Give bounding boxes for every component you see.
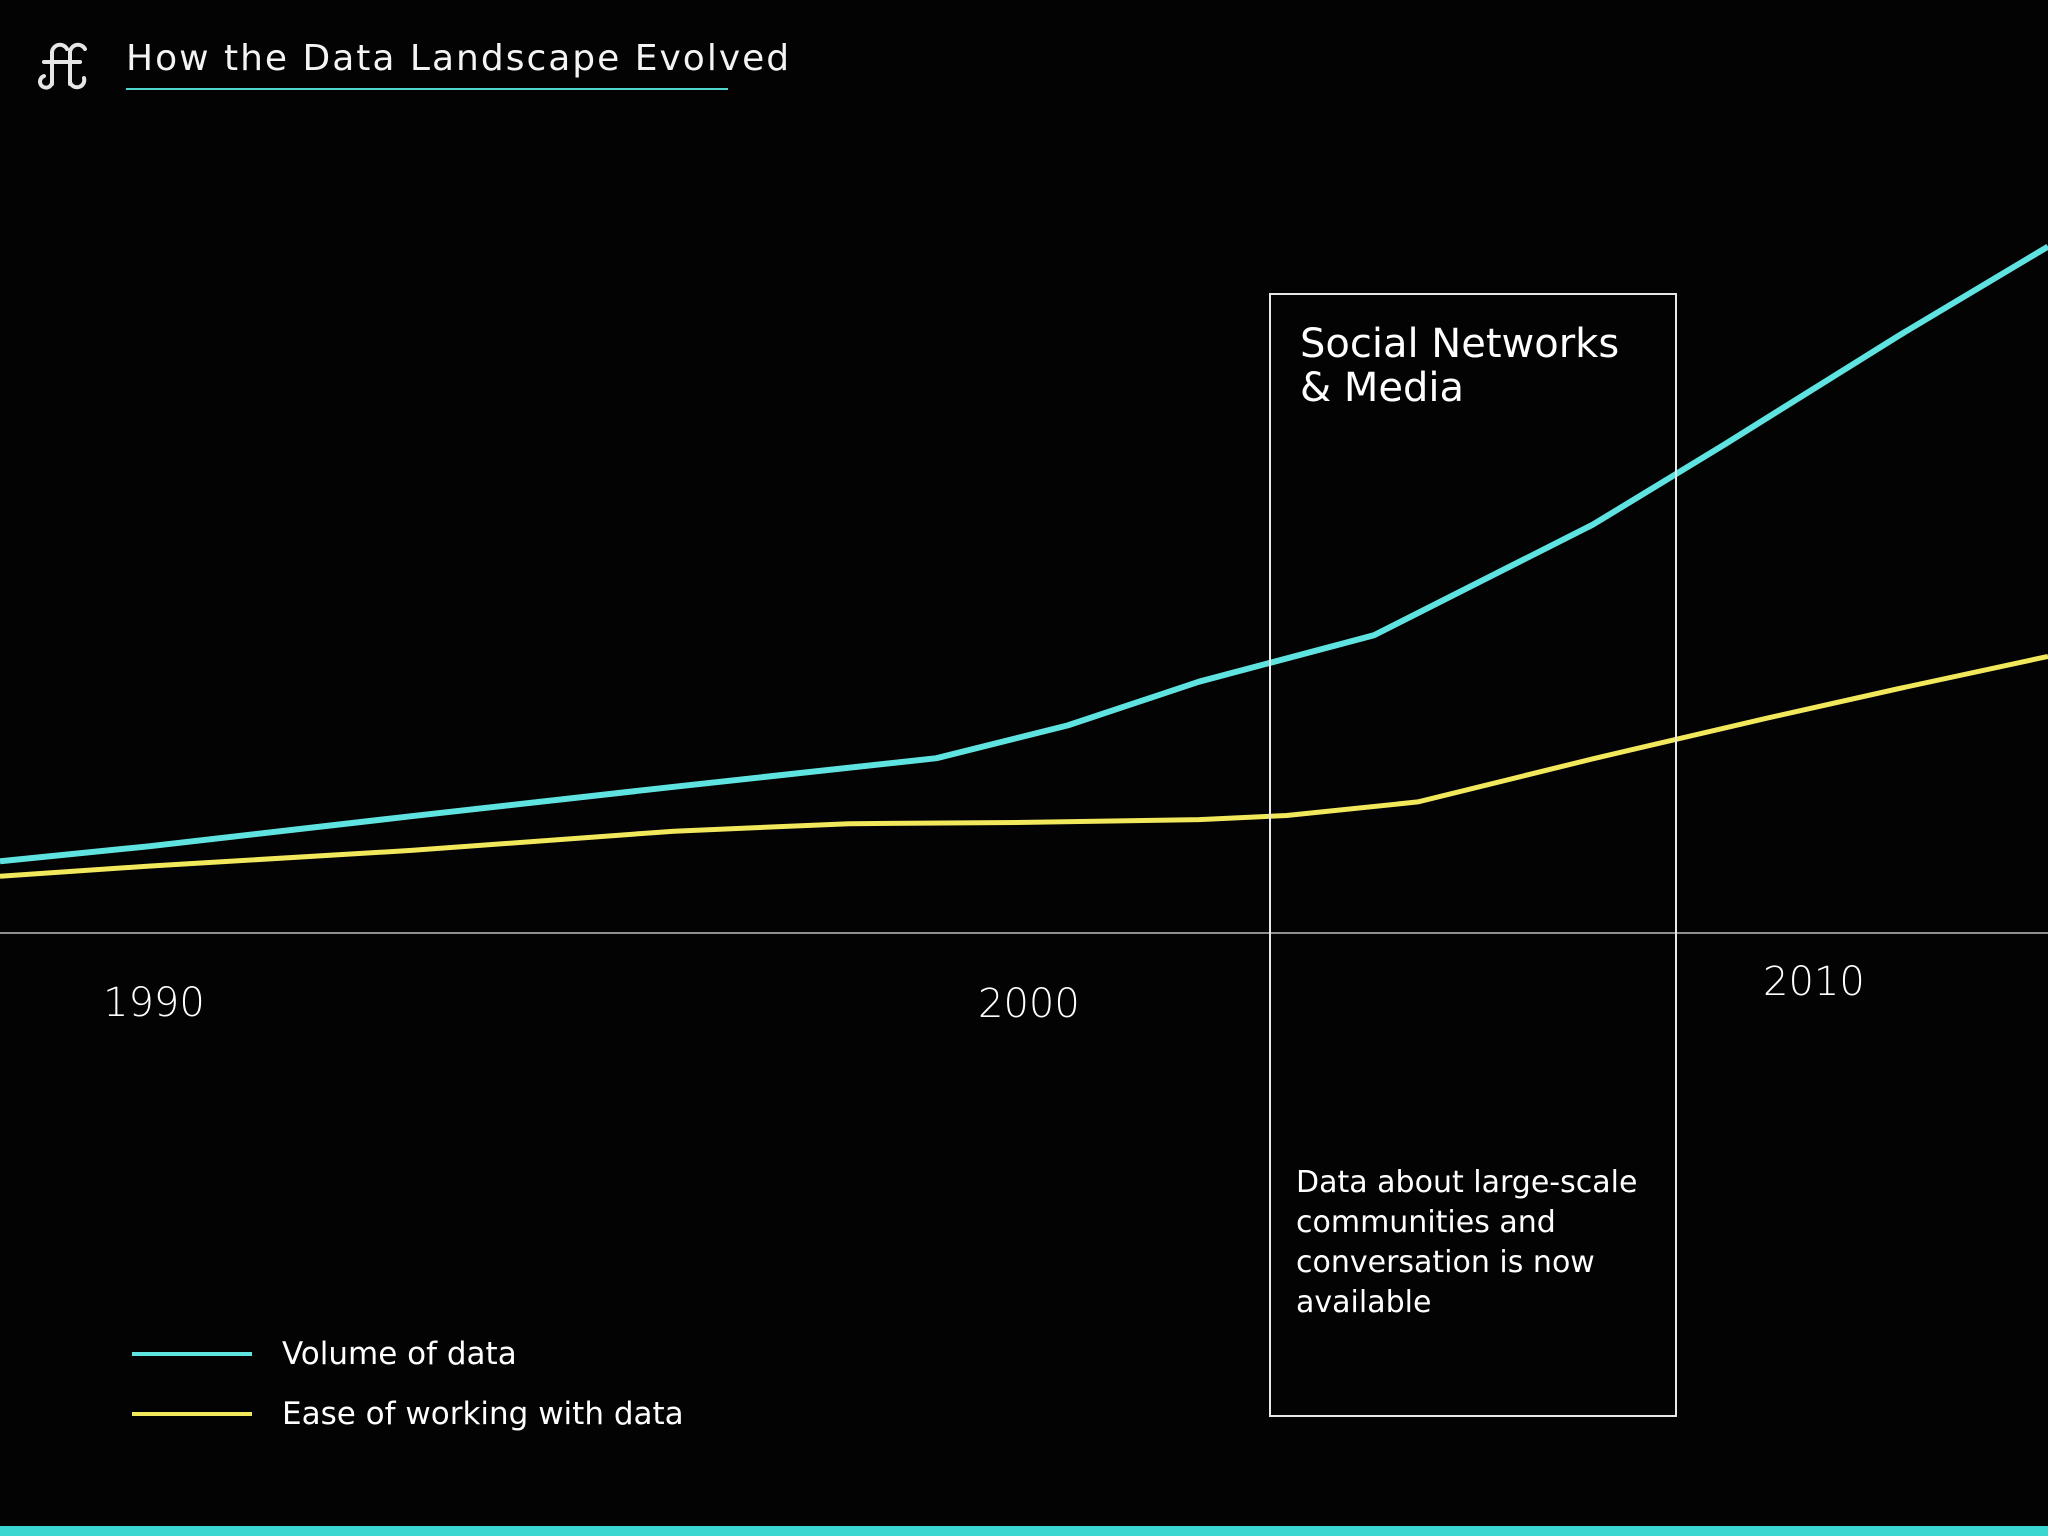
legend-swatch-ease: [132, 1412, 252, 1416]
bottom-accent-bar: [0, 1526, 2048, 1536]
x-tick-label-1990: 1990: [103, 980, 205, 1026]
annotation-title: Social Networks & Media: [1300, 321, 1620, 411]
legend-label-volume: Volume of data: [282, 1336, 517, 1372]
legend-item-ease: Ease of working with data: [132, 1394, 684, 1434]
annotation-text: Data about large-scale communities and c…: [1296, 1165, 1638, 1320]
series-line-ease-of-working-with-data: [0, 653, 2048, 879]
page-title: How the Data Landscape Evolved: [126, 38, 792, 79]
legend-label-ease: Ease of working with data: [282, 1396, 684, 1432]
series-line-volume-of-data: [0, 244, 2048, 865]
x-tick-label-2000: 2000: [978, 981, 1080, 1027]
x-tick-label-2010: 2010: [1763, 959, 1865, 1005]
legend-swatch-volume: [132, 1352, 252, 1356]
ff-monogram-icon: [38, 42, 87, 90]
annotation-box: [1269, 293, 1677, 1417]
title-underline: [126, 88, 728, 90]
legend-item-volume: Volume of data: [132, 1334, 517, 1374]
